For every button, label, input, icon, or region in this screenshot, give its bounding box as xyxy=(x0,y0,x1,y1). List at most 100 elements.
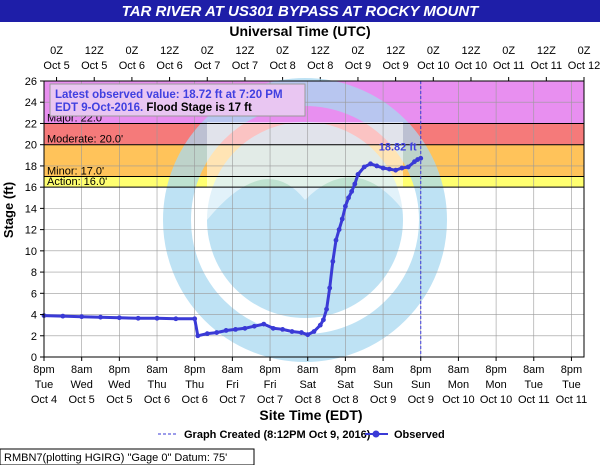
top-tick-date: Oct 5 xyxy=(43,60,69,72)
threshold-label: Moderate: 20.0' xyxy=(47,134,123,146)
bottom-tick-day: Sat xyxy=(299,379,316,391)
y-tick-label: 8 xyxy=(31,267,37,279)
bottom-tick-time: 8pm xyxy=(561,364,582,376)
info-box-line-2: EDT 9-Oct-2016. Flood Stage is 17 ft xyxy=(55,102,252,114)
plot-frame xyxy=(43,80,585,358)
top-tick-date: Oct 9 xyxy=(382,60,408,72)
x-axis-label: Site Time (EDT) xyxy=(259,407,362,423)
top-tick-date: Oct 11 xyxy=(531,60,563,72)
y-axis-label: Stage (ft) xyxy=(1,182,16,238)
top-tick-date: Oct 12 xyxy=(568,60,600,72)
bottom-tick-date: Oct 11 xyxy=(518,394,550,406)
threshold-label: Action: 16.0' xyxy=(47,176,107,188)
observed-point xyxy=(204,331,210,337)
observed-point xyxy=(173,316,179,322)
observed-point xyxy=(355,172,361,177)
noaa-watermark xyxy=(163,78,447,362)
bottom-tick-time: 8am xyxy=(71,364,92,376)
top-tick-label: 0Z xyxy=(578,45,591,57)
top-tick-label: 12Z xyxy=(160,45,179,57)
legend-created-label: Graph Created (8:12PM Oct 9, 2016) xyxy=(184,429,371,441)
title-bar xyxy=(0,0,600,22)
bottom-tick-date: Oct 8 xyxy=(295,394,321,406)
bottom-tick-day: Tue xyxy=(562,379,581,391)
top-tick-label: 12Z xyxy=(311,45,330,57)
observed-point xyxy=(399,165,405,171)
legend-observed-label: Observed xyxy=(394,429,445,441)
bottom-axis-ticks: 8pm Tue Oct 4 8am Wed Oct 5 8pm Wed Oct 5 8am Thu O… xyxy=(31,357,587,406)
bottom-tick-time: 8pm xyxy=(259,364,280,376)
top-tick-label: 0Z xyxy=(427,45,440,57)
observed-point xyxy=(321,317,326,323)
observed-point xyxy=(98,314,103,320)
observed-point xyxy=(361,164,367,170)
observed-point xyxy=(405,164,411,170)
top-tick-date: Oct 6 xyxy=(119,60,145,72)
top-tick-label: 0Z xyxy=(125,45,138,57)
top-tick-label: 12Z xyxy=(235,45,254,57)
chart-title: TAR RIVER AT US301 BYPASS AT ROCKY MOUNT xyxy=(122,3,481,20)
observed-point xyxy=(352,181,358,187)
top-tick-date: Oct 7 xyxy=(232,60,258,72)
top-tick-date: Oct 6 xyxy=(156,60,182,72)
top-tick-date: Oct 11 xyxy=(493,60,525,72)
top-tick-label: 12Z xyxy=(386,45,405,57)
observed-point xyxy=(79,314,85,320)
observed-point xyxy=(305,332,311,338)
bottom-tick-time: 8am xyxy=(297,364,318,376)
observed-series xyxy=(41,155,424,339)
y-tick-label: 4 xyxy=(31,310,37,322)
bottom-tick-day: Sun xyxy=(373,379,393,391)
top-tick-label: 0Z xyxy=(276,45,289,57)
info-box-frame xyxy=(49,83,306,117)
observed-point xyxy=(346,195,351,201)
top-tick-label: 0Z xyxy=(502,45,515,57)
top-tick-date: Oct 10 xyxy=(455,60,487,72)
bottom-tick-day: Wed xyxy=(70,379,92,391)
observed-point xyxy=(116,315,122,321)
info-box-line-1: Latest observed value: 18.72 ft at 7:20 … xyxy=(55,89,283,101)
top-tick-label: 0Z xyxy=(352,45,365,57)
bottom-tick-time: 8pm xyxy=(485,364,506,376)
observed-point xyxy=(333,237,339,243)
threshold-label: Minor: 17.0' xyxy=(47,166,104,178)
observed-point xyxy=(368,161,373,167)
bottom-tick-day: Fri xyxy=(226,379,239,391)
observed-point xyxy=(223,328,229,333)
bottom-tick-date: Oct 7 xyxy=(257,394,283,406)
bottom-tick-date: Oct 9 xyxy=(370,394,396,406)
top-axis-ticks: 0Z Oct 5 12Z Oct 5 0Z Oct 6 12Z Oct 6 0Z Oct 7 12Z… xyxy=(43,45,600,81)
top-tick-label: 12Z xyxy=(85,45,104,57)
bottom-tick-day: Mon xyxy=(448,379,469,391)
y-tick-label: 6 xyxy=(31,288,37,300)
top-tick-date: Oct 9 xyxy=(345,60,371,72)
bottom-tick-date: Oct 7 xyxy=(219,394,245,406)
observed-point xyxy=(154,315,160,321)
top-tick-date: Oct 10 xyxy=(417,60,449,72)
top-axis-title: Universal Time (UTC) xyxy=(229,23,370,39)
bottom-tick-day: Thu xyxy=(148,379,167,391)
watermark-gull xyxy=(207,122,403,220)
observed-point xyxy=(270,325,276,331)
footer-box xyxy=(0,448,255,465)
bottom-tick-time: 8am xyxy=(146,364,167,376)
observed-point xyxy=(327,285,333,291)
observed-point xyxy=(60,313,66,319)
observed-point xyxy=(214,330,220,335)
bottom-tick-day: Sat xyxy=(337,379,354,391)
y-tick-label: 0 xyxy=(31,352,37,364)
legend: Graph Created (8:12PM Oct 9, 2016) Obser… xyxy=(158,429,445,441)
observed-point xyxy=(311,329,317,334)
footer-text: RMBN7(plotting HGIRG) "Gage 0" Datum: 75… xyxy=(4,452,227,464)
bottom-tick-time: 8pm xyxy=(109,364,130,376)
observed-point xyxy=(374,163,380,169)
bottom-tick-time: 8pm xyxy=(33,364,54,376)
y-tick-label: 26 xyxy=(25,76,37,88)
observed-point xyxy=(349,189,355,194)
top-tick-label: 12Z xyxy=(537,45,556,57)
bottom-tick-time: 8am xyxy=(372,364,393,376)
top-tick-label: 0Z xyxy=(50,45,63,57)
latest-value-box: Latest observed value: 18.72 ft at 7:20 … xyxy=(49,83,306,117)
